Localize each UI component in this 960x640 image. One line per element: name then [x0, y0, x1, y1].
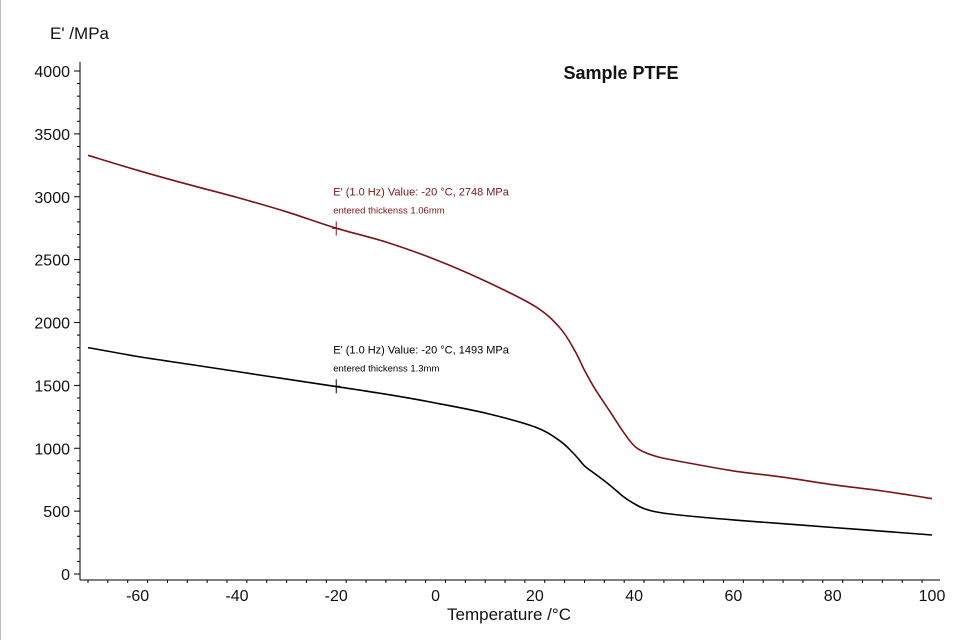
x-tick-label: 40	[625, 588, 643, 605]
x-tick-label: -60	[126, 588, 149, 605]
y-tick-label: 1500	[34, 378, 70, 395]
x-tick-label: 60	[725, 588, 743, 605]
y-tick-label: 3500	[34, 127, 70, 144]
chart-title: Sample PTFE	[563, 63, 678, 83]
y-tick-label: 0	[61, 567, 70, 584]
x-tick-label: 0	[431, 588, 440, 605]
y-tick-label: 2500	[34, 253, 70, 270]
y-tick-label: 1000	[34, 441, 70, 458]
y-tick-label: 500	[43, 504, 70, 521]
annotation-label: E' (1.0 Hz) Value: -20 °C, 2748 MPa	[333, 186, 510, 198]
annotation-layer: E' (1.0 Hz) Value: -20 °C, 2748 MPa enter…	[332, 186, 510, 394]
series-line-0	[87, 154, 933, 500]
annotation-label: E' (1.0 Hz) Value: -20 °C, 1493 MPa	[333, 344, 510, 356]
y-axis-title: E' /MPa	[50, 24, 110, 43]
x-tick-label: -40	[225, 588, 248, 605]
x-tick-label: 100	[919, 588, 946, 605]
annotation-sublabel: entered thickenss 1.06mm	[333, 205, 445, 216]
y-tick-label: 2000	[34, 316, 70, 333]
x-tick-label: 80	[824, 588, 842, 605]
y-tick-label: 4000	[34, 64, 70, 81]
x-tick-label: -20	[325, 588, 348, 605]
series-layer	[87, 154, 933, 536]
y-tick-label: 3000	[34, 190, 70, 207]
annotation-sublabel: entered thickenss 1.3mm	[333, 363, 439, 374]
series-line-1	[87, 346, 933, 536]
x-axis-title: Temperature /°C	[447, 605, 571, 624]
x-tick-label: 20	[526, 588, 544, 605]
